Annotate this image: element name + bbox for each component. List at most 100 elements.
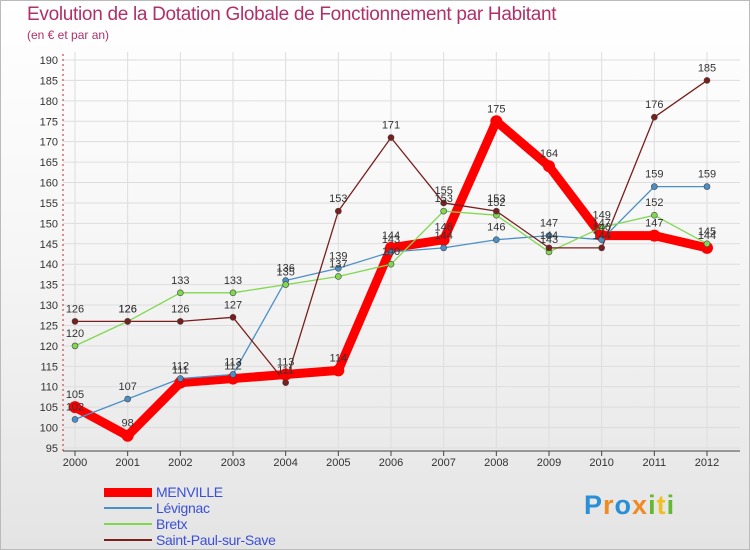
data-label: 111 xyxy=(172,365,189,377)
data-label: 159 xyxy=(698,169,716,181)
x-tick-label: 2001 xyxy=(115,457,139,469)
data-point xyxy=(177,289,184,297)
data-point xyxy=(387,248,395,256)
data-point xyxy=(279,368,292,381)
legend-item: Saint-Paul-sur-Save xyxy=(104,532,364,548)
data-label: 155 xyxy=(434,185,452,197)
data-point xyxy=(703,183,711,190)
chart-subtitle: (en € et par an) xyxy=(27,28,110,42)
data-label: 126 xyxy=(118,303,136,315)
y-tick-label: 125 xyxy=(40,320,58,332)
y-tick-label: 165 xyxy=(40,157,58,169)
legend-item: Bretx xyxy=(104,516,364,532)
data-label: 147 xyxy=(592,218,610,230)
data-label: 126 xyxy=(171,303,189,315)
y-tick-label: 145 xyxy=(40,239,58,251)
x-tick-label: 2010 xyxy=(589,457,613,469)
data-label: 126 xyxy=(66,303,84,315)
data-label: 111 xyxy=(277,365,294,377)
data-point xyxy=(71,318,79,325)
y-tick-label: 115 xyxy=(40,361,58,373)
x-tick-label: 2008 xyxy=(484,457,508,469)
data-label: 147 xyxy=(645,218,663,230)
y-tick-label: 135 xyxy=(40,280,58,292)
y-tick-label: 95 xyxy=(46,443,58,455)
x-tick-label: 2011 xyxy=(643,457,667,469)
x-tick-label: 2005 xyxy=(326,457,350,469)
data-label: 112 xyxy=(224,361,242,373)
x-tick-label: 2003 xyxy=(221,457,245,469)
y-tick-label: 175 xyxy=(40,116,58,128)
data-label: 185 xyxy=(698,62,716,74)
data-point xyxy=(493,207,500,215)
x-tick-label: 2004 xyxy=(273,457,297,469)
data-label: 139 xyxy=(329,250,347,262)
data-point xyxy=(282,281,289,288)
data-label: 146 xyxy=(487,222,505,234)
data-point xyxy=(124,318,131,325)
data-point xyxy=(440,199,447,207)
data-label: 144 xyxy=(540,230,558,242)
data-label: 143 xyxy=(382,234,400,246)
data-label: 120 xyxy=(66,328,84,340)
data-label: 137 xyxy=(329,258,347,270)
data-point xyxy=(598,236,605,244)
data-point xyxy=(282,379,289,386)
data-point xyxy=(703,77,711,84)
legend-label: Bretx xyxy=(156,516,188,532)
data-label: 153 xyxy=(329,193,347,205)
data-point xyxy=(543,160,555,173)
data-label: 145 xyxy=(698,226,716,238)
data-label: 146 xyxy=(592,222,610,234)
proxiti-logo: Proxiti xyxy=(584,490,675,521)
data-label: 146 xyxy=(434,222,452,234)
y-tick-label: 110 xyxy=(40,382,58,394)
data-label: 112 xyxy=(172,361,190,373)
data-point xyxy=(651,183,658,190)
data-point xyxy=(545,232,553,239)
data-label: 98 xyxy=(122,418,134,430)
x-tick-label: 2007 xyxy=(431,457,455,469)
data-point xyxy=(598,244,605,252)
x-tick-label: 2000 xyxy=(63,457,87,469)
data-label: 144 xyxy=(382,230,400,242)
data-label: 143 xyxy=(540,234,558,246)
logo-letter: r xyxy=(603,490,615,520)
data-point xyxy=(177,318,184,325)
y-tick-label: 105 xyxy=(40,402,58,414)
data-point xyxy=(229,371,237,378)
logo-letter: o xyxy=(614,490,633,520)
x-tick-label: 2012 xyxy=(695,457,719,469)
data-point xyxy=(332,364,345,377)
y-tick-label: 185 xyxy=(40,75,58,87)
data-point xyxy=(493,236,500,244)
data-point xyxy=(387,134,395,141)
data-label: 127 xyxy=(224,299,242,311)
data-label: 136 xyxy=(276,263,294,275)
data-label: 149 xyxy=(592,209,610,221)
data-point xyxy=(177,375,184,382)
legend-item: MENVILLE xyxy=(104,484,364,500)
data-point xyxy=(229,289,237,297)
y-tick-label: 190 xyxy=(40,55,58,67)
data-label: 113 xyxy=(277,356,295,368)
chart-title: Evolution de la Dotation Globale de Fonc… xyxy=(27,4,557,25)
data-label: 133 xyxy=(171,275,189,287)
data-point xyxy=(437,233,450,246)
data-label: 113 xyxy=(224,356,242,368)
x-tick-label: 2006 xyxy=(379,457,403,469)
data-point xyxy=(229,314,237,321)
data-label: 102 xyxy=(66,401,84,413)
legend-swatch xyxy=(104,507,152,509)
data-point xyxy=(71,342,79,350)
x-tick-label: 2002 xyxy=(168,457,192,469)
data-point xyxy=(440,244,447,252)
legend-swatch xyxy=(104,487,152,497)
data-label: 107 xyxy=(118,381,136,393)
data-label: 171 xyxy=(382,120,400,132)
data-label: 126 xyxy=(118,303,136,315)
x-tick-label: 2009 xyxy=(537,457,561,469)
data-point xyxy=(387,260,395,268)
data-label: 159 xyxy=(645,169,663,181)
